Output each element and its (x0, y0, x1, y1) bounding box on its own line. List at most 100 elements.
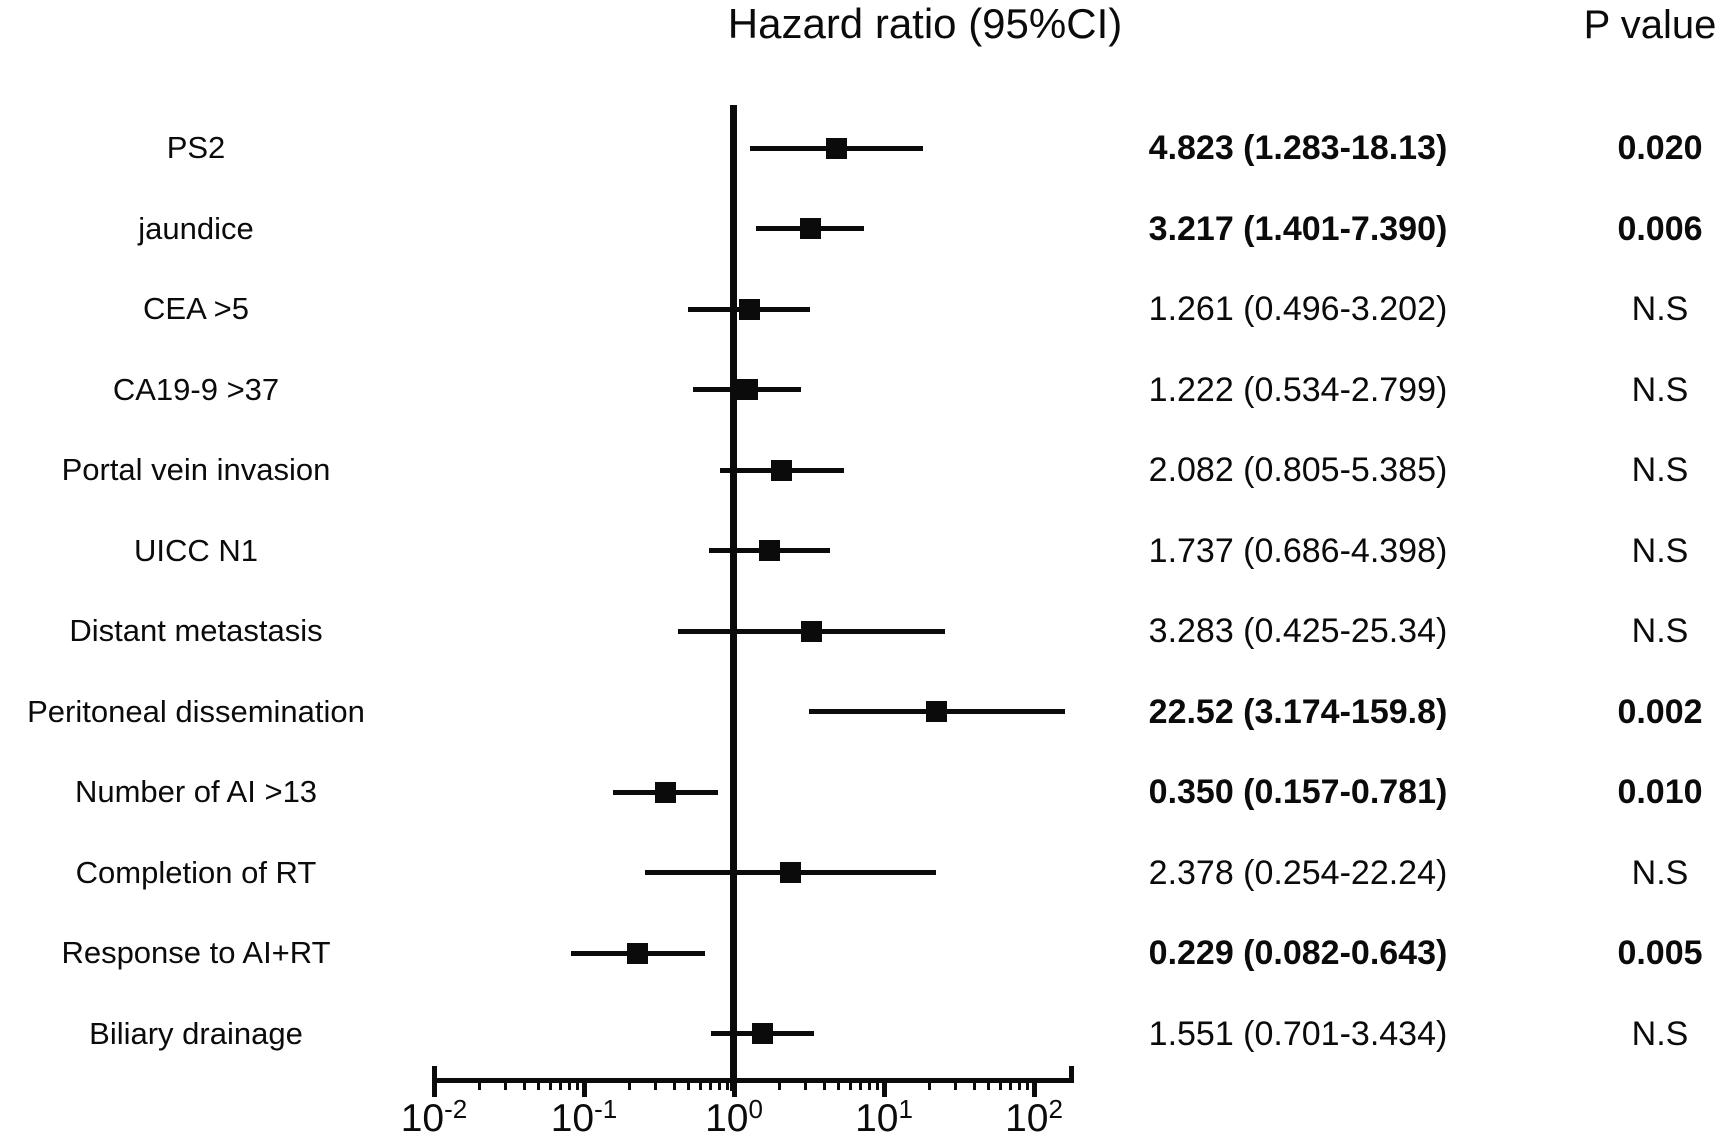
x-axis-minor-tick (837, 1078, 841, 1090)
hr-marker (738, 298, 760, 320)
hr-ci-value: 1.261 (0.496-3.202) (1148, 290, 1448, 328)
tick-base: 10 (400, 1097, 445, 1140)
hr-ci-value: 2.378 (0.254-22.24) (1148, 853, 1448, 892)
tick-exponent: 1 (898, 1094, 913, 1124)
hr-ci-value: 22.52 (3.174-159.8) (1148, 692, 1448, 731)
x-axis-minor-tick (972, 1078, 976, 1090)
chart-title: Hazard ratio (95%CI) (727, 0, 1123, 47)
hr-ci-value: 1.222 (0.534-2.799) (1148, 370, 1448, 409)
hr-marker (627, 942, 649, 964)
row-label: CA19-9 >37 (112, 371, 280, 407)
x-axis-minor-tick (875, 1078, 879, 1090)
x-axis-minor-tick (477, 1078, 481, 1090)
row-label: Completion of RT (75, 854, 317, 890)
x-axis-major-tick (881, 1078, 887, 1097)
x-axis-minor-tick (687, 1078, 691, 1090)
p-value: 0.006 (1617, 209, 1703, 248)
x-axis-minor-tick (1017, 1078, 1021, 1090)
x-axis-minor-tick (1009, 1078, 1013, 1090)
tick-exponent: -1 (594, 1094, 618, 1124)
tick-base: 10 (705, 1097, 749, 1140)
p-value: N.S (1631, 370, 1689, 409)
hr-marker (759, 540, 781, 561)
x-axis-minor-tick (672, 1078, 676, 1090)
hr-marker (655, 781, 677, 803)
hr-marker (779, 862, 801, 883)
hr-marker (771, 459, 793, 481)
x-axis-minor-tick (954, 1078, 958, 1090)
x-axis-minor-tick (567, 1078, 571, 1090)
hr-marker (752, 1023, 774, 1044)
row-label: PS2 (166, 130, 226, 165)
x-axis-tick-label: 10-2 (401, 1096, 468, 1142)
x-axis-minor-tick (822, 1078, 826, 1090)
hr-marker (926, 701, 948, 722)
p-value: 0.020 (1617, 129, 1703, 167)
row-label: jaundice (138, 210, 254, 246)
hr-marker (736, 379, 758, 400)
x-axis-minor-tick (867, 1078, 871, 1090)
x-axis-minor-tick (549, 1078, 553, 1090)
x-axis-minor-tick (725, 1078, 729, 1090)
row-label: Peritoneal dissemination (27, 693, 365, 729)
tick-base: 10 (550, 1097, 595, 1140)
p-value-column-header: P value (1583, 3, 1717, 47)
hr-ci-value: 3.217 (1.401-7.390) (1148, 209, 1448, 248)
p-value: N.S (1631, 290, 1689, 328)
x-axis-minor-tick (522, 1078, 526, 1090)
row-label: CEA >5 (143, 291, 249, 326)
x-axis-minor-tick (504, 1078, 508, 1090)
x-axis-minor-tick (717, 1078, 721, 1090)
x-axis-minor-tick (575, 1078, 579, 1090)
x-axis-minor-tick (927, 1078, 931, 1090)
hr-marker (799, 218, 821, 239)
hr-ci-value: 1.737 (0.686-4.398) (1148, 531, 1448, 570)
reference-line (730, 105, 737, 1091)
hr-ci-value: 0.229 (0.082-0.643) (1148, 934, 1448, 972)
p-value: 0.002 (1617, 692, 1703, 731)
x-axis-minor-tick (859, 1078, 863, 1090)
row-label: Portal vein invasion (61, 452, 331, 487)
tick-base: 10 (855, 1097, 899, 1140)
hr-marker (825, 137, 847, 159)
x-axis-endcap (1068, 1066, 1074, 1083)
hr-ci-value: 1.551 (0.701-3.434) (1148, 1014, 1448, 1053)
row-label: UICC N1 (133, 532, 258, 568)
x-axis-major-tick (431, 1078, 437, 1097)
hr-marker (800, 620, 822, 642)
x-axis-minor-tick (709, 1078, 713, 1090)
tick-exponent: 2 (1048, 1094, 1063, 1124)
tick-exponent: 0 (748, 1094, 763, 1124)
p-value: 0.010 (1617, 773, 1703, 811)
x-axis-tick-label: 10-1 (551, 1096, 618, 1142)
hr-ci-value: 3.283 (0.425-25.34) (1148, 612, 1448, 650)
hr-ci-value: 2.082 (0.805-5.385) (1148, 451, 1448, 489)
p-value: N.S (1631, 853, 1689, 892)
x-axis-minor-tick (849, 1078, 853, 1090)
p-value: N.S (1631, 612, 1689, 650)
row-label: Response to AI+RT (61, 935, 331, 970)
x-axis-tick-label: 102 (1005, 1096, 1063, 1142)
p-value: 0.005 (1617, 934, 1703, 972)
row-label: Number of AI >13 (74, 774, 318, 809)
x-axis-major-tick (1031, 1078, 1037, 1097)
row-label: Distant metastasis (69, 613, 323, 648)
x-axis-tick-label: 101 (855, 1096, 913, 1142)
x-axis-minor-tick (804, 1078, 808, 1090)
x-axis-major-tick (731, 1078, 737, 1097)
p-value: N.S (1631, 451, 1689, 489)
x-axis-minor-tick (627, 1078, 631, 1090)
x-axis-minor-tick (654, 1078, 658, 1090)
p-value: N.S (1631, 531, 1689, 570)
x-axis-minor-tick (699, 1078, 703, 1090)
x-axis-major-tick (581, 1078, 587, 1097)
x-axis-minor-tick (987, 1078, 991, 1090)
x-axis-minor-tick (1025, 1078, 1029, 1090)
x-axis-minor-tick (559, 1078, 563, 1090)
x-axis-minor-tick (537, 1078, 541, 1090)
hr-ci-value: 4.823 (1.283-18.13) (1148, 129, 1448, 167)
x-axis-minor-tick (777, 1078, 781, 1090)
x-axis-tick-label: 100 (705, 1096, 763, 1142)
hr-ci-value: 0.350 (0.157-0.781) (1148, 773, 1448, 811)
